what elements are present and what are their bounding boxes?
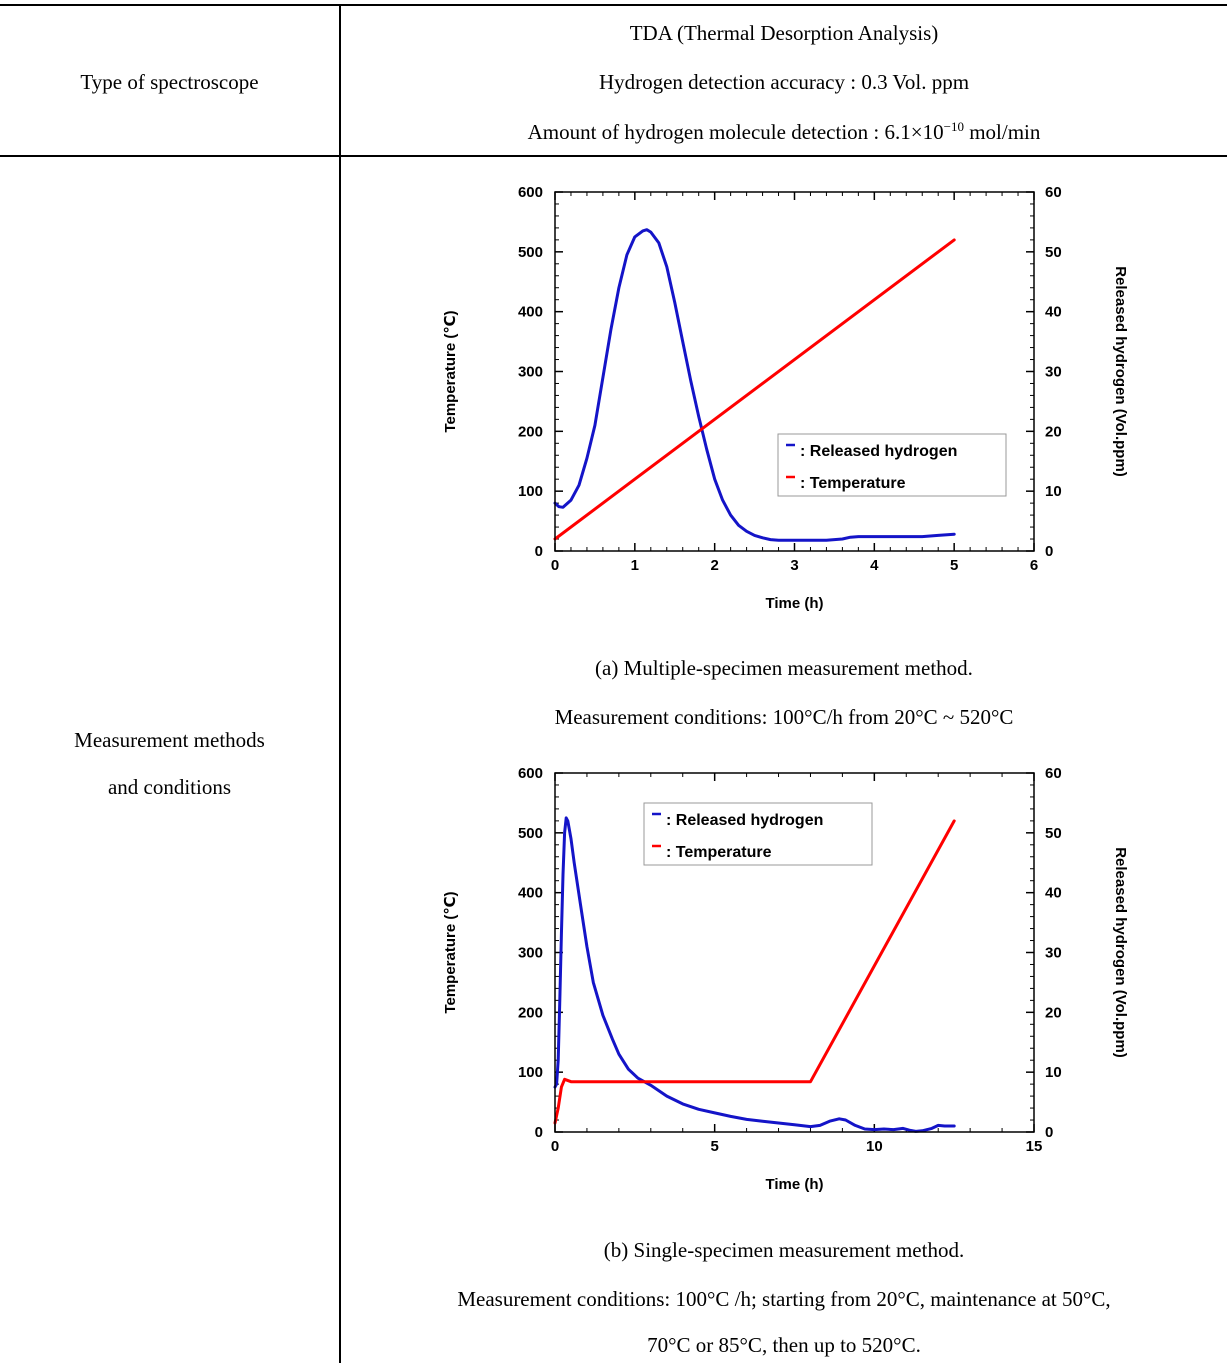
row-label-spectroscope: Type of spectroscope xyxy=(80,70,259,94)
caption-b-conditions-line2: 70°C or 85°C, then up to 520°C. xyxy=(647,1333,921,1357)
y-left-axis-label: Temperature (℃) xyxy=(442,891,459,1013)
y-left-tick-label: 100 xyxy=(518,483,543,500)
y-right-tick-label: 30 xyxy=(1045,364,1062,381)
x-axis-label: Time (h) xyxy=(765,1176,823,1193)
y-right-tick-label: 60 xyxy=(1045,184,1062,201)
chart-a: 0 1 2 3 4 5 601002003004005006000102030405060T… xyxy=(442,184,1129,612)
legend-label: : Temperature xyxy=(800,475,906,492)
caption-a-title: (a) Multiple-specimen measurement method… xyxy=(595,656,973,680)
y-left-tick-label: 300 xyxy=(518,945,543,962)
plot-frame xyxy=(554,191,1035,552)
y-right-axis-label: Released hydrogen (Vol.ppm) xyxy=(1112,847,1129,1058)
y-left-tick-label: 600 xyxy=(518,765,543,782)
molecule-detection-exponent: −10 xyxy=(943,119,964,134)
y-left-tick-label: 200 xyxy=(518,1004,543,1021)
y-right-tick-label: 40 xyxy=(1045,885,1062,902)
molecule-detection-prefix: Amount of hydrogen molecule detection : … xyxy=(527,120,944,144)
y-right-tick-label: 60 xyxy=(1045,765,1062,782)
series-line-temperature xyxy=(553,819,956,1125)
y-left-axis-label: Temperature (℃) xyxy=(442,310,459,432)
x-axis-label: Time (h) xyxy=(765,595,823,612)
y-left-tick-label: 600 xyxy=(518,184,543,201)
y-right-tick-label: 0 xyxy=(1045,1124,1053,1141)
x-tick-label: 15 xyxy=(1026,1138,1043,1155)
series-line-temperature xyxy=(553,238,956,541)
y-right-axis-label: Released hydrogen (Vol.ppm) xyxy=(1112,266,1129,477)
series-line-released-hydrogen xyxy=(553,816,956,1133)
legend-box xyxy=(643,802,873,866)
legend-label: : Temperature xyxy=(666,844,772,861)
y-right-tick-label: 30 xyxy=(1045,945,1062,962)
y-left-tick-label: 400 xyxy=(518,304,543,321)
caption-b-conditions-line1: Measurement conditions: 100°C /h; starti… xyxy=(457,1287,1111,1311)
spectroscope-type: TDA (Thermal Desorption Analysis) xyxy=(629,21,939,45)
series-line-released-hydrogen xyxy=(553,228,956,542)
caption-a-conditions: Measurement conditions: 100°C/h from 20°… xyxy=(554,705,1014,729)
detection-accuracy: Hydrogen detection accuracy : 0.3 Vol. p… xyxy=(598,70,970,94)
y-right-tick-label: 10 xyxy=(1045,1064,1062,1081)
y-right-tick-label: 50 xyxy=(1045,825,1062,842)
row-label-methods-line2: and conditions xyxy=(107,775,232,799)
y-right-tick-label: 10 xyxy=(1045,483,1062,500)
y-left-tick-label: 400 xyxy=(518,885,543,902)
y-left-tick-label: 500 xyxy=(518,244,543,261)
y-right-tick-label: 20 xyxy=(1045,423,1062,440)
x-tick-label: 10 xyxy=(866,1138,883,1155)
molecule-detection: Amount of hydrogen molecule detection : … xyxy=(341,119,1227,145)
x-tick-label: 4 xyxy=(870,557,879,574)
x-tick-label: 6 xyxy=(1030,557,1038,574)
legend-label: : Released hydrogen xyxy=(666,812,823,829)
y-left-tick-label: 0 xyxy=(535,543,543,560)
chart-b: 0 5 10 1501002003004005006000102030405060Ti… xyxy=(442,765,1129,1193)
row-label-methods-line1: Measurement methods xyxy=(74,728,265,752)
legend-label: : Released hydrogen xyxy=(800,443,957,460)
plot-frame xyxy=(554,772,1035,1133)
y-right-tick-label: 0 xyxy=(1045,543,1053,560)
y-left-tick-label: 100 xyxy=(518,1064,543,1081)
molecule-detection-suffix: mol/min xyxy=(963,120,1041,144)
y-right-tick-label: 20 xyxy=(1045,1004,1062,1021)
x-tick-label: 1 xyxy=(631,557,639,574)
caption-b-title: (b) Single-specimen measurement method. xyxy=(603,1238,965,1262)
y-left-tick-label: 500 xyxy=(518,825,543,842)
table-row-divider xyxy=(0,155,1227,157)
table-column-divider xyxy=(339,4,341,1363)
x-tick-label: 5 xyxy=(950,557,958,574)
y-left-tick-label: 300 xyxy=(518,364,543,381)
x-tick-label: 0 xyxy=(551,557,559,574)
y-left-tick-label: 0 xyxy=(535,1124,543,1141)
y-right-tick-label: 40 xyxy=(1045,304,1062,321)
x-tick-label: 2 xyxy=(710,557,718,574)
table-top-rule xyxy=(0,4,1227,6)
x-tick-label: 0 xyxy=(551,1138,559,1155)
legend-box xyxy=(777,433,1007,497)
x-tick-label: 5 xyxy=(710,1138,718,1155)
x-tick-label: 3 xyxy=(790,557,798,574)
y-right-tick-label: 50 xyxy=(1045,244,1062,261)
y-left-tick-label: 200 xyxy=(518,423,543,440)
